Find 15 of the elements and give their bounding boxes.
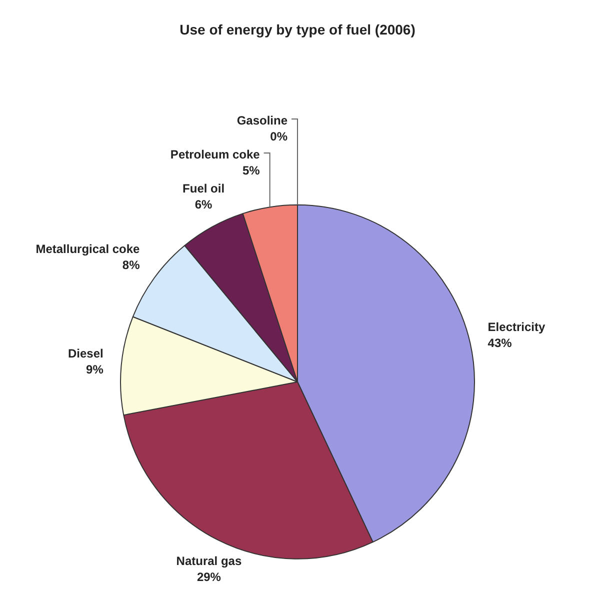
slice-label: Electricity <box>488 320 546 334</box>
data-label: 8% <box>122 258 140 272</box>
category-label: Gasoline <box>236 113 288 128</box>
data-label: 29% <box>196 570 222 584</box>
data-label: 6% <box>194 197 213 212</box>
slice-label: Diesel <box>68 346 104 360</box>
data-label: 9% <box>86 362 104 376</box>
data-label: 43% <box>488 336 512 350</box>
slice-label: Petroleum coke <box>170 147 260 162</box>
slice-label: Fuel oil <box>182 181 225 196</box>
slice-label: Natural gas <box>176 554 242 568</box>
text: 0% <box>270 129 288 144</box>
chart-title: Use of energy by type of fuel (2006) <box>180 21 416 38</box>
slice-label: Metallurgical coke <box>36 242 140 256</box>
data-label: 5% <box>242 163 260 178</box>
